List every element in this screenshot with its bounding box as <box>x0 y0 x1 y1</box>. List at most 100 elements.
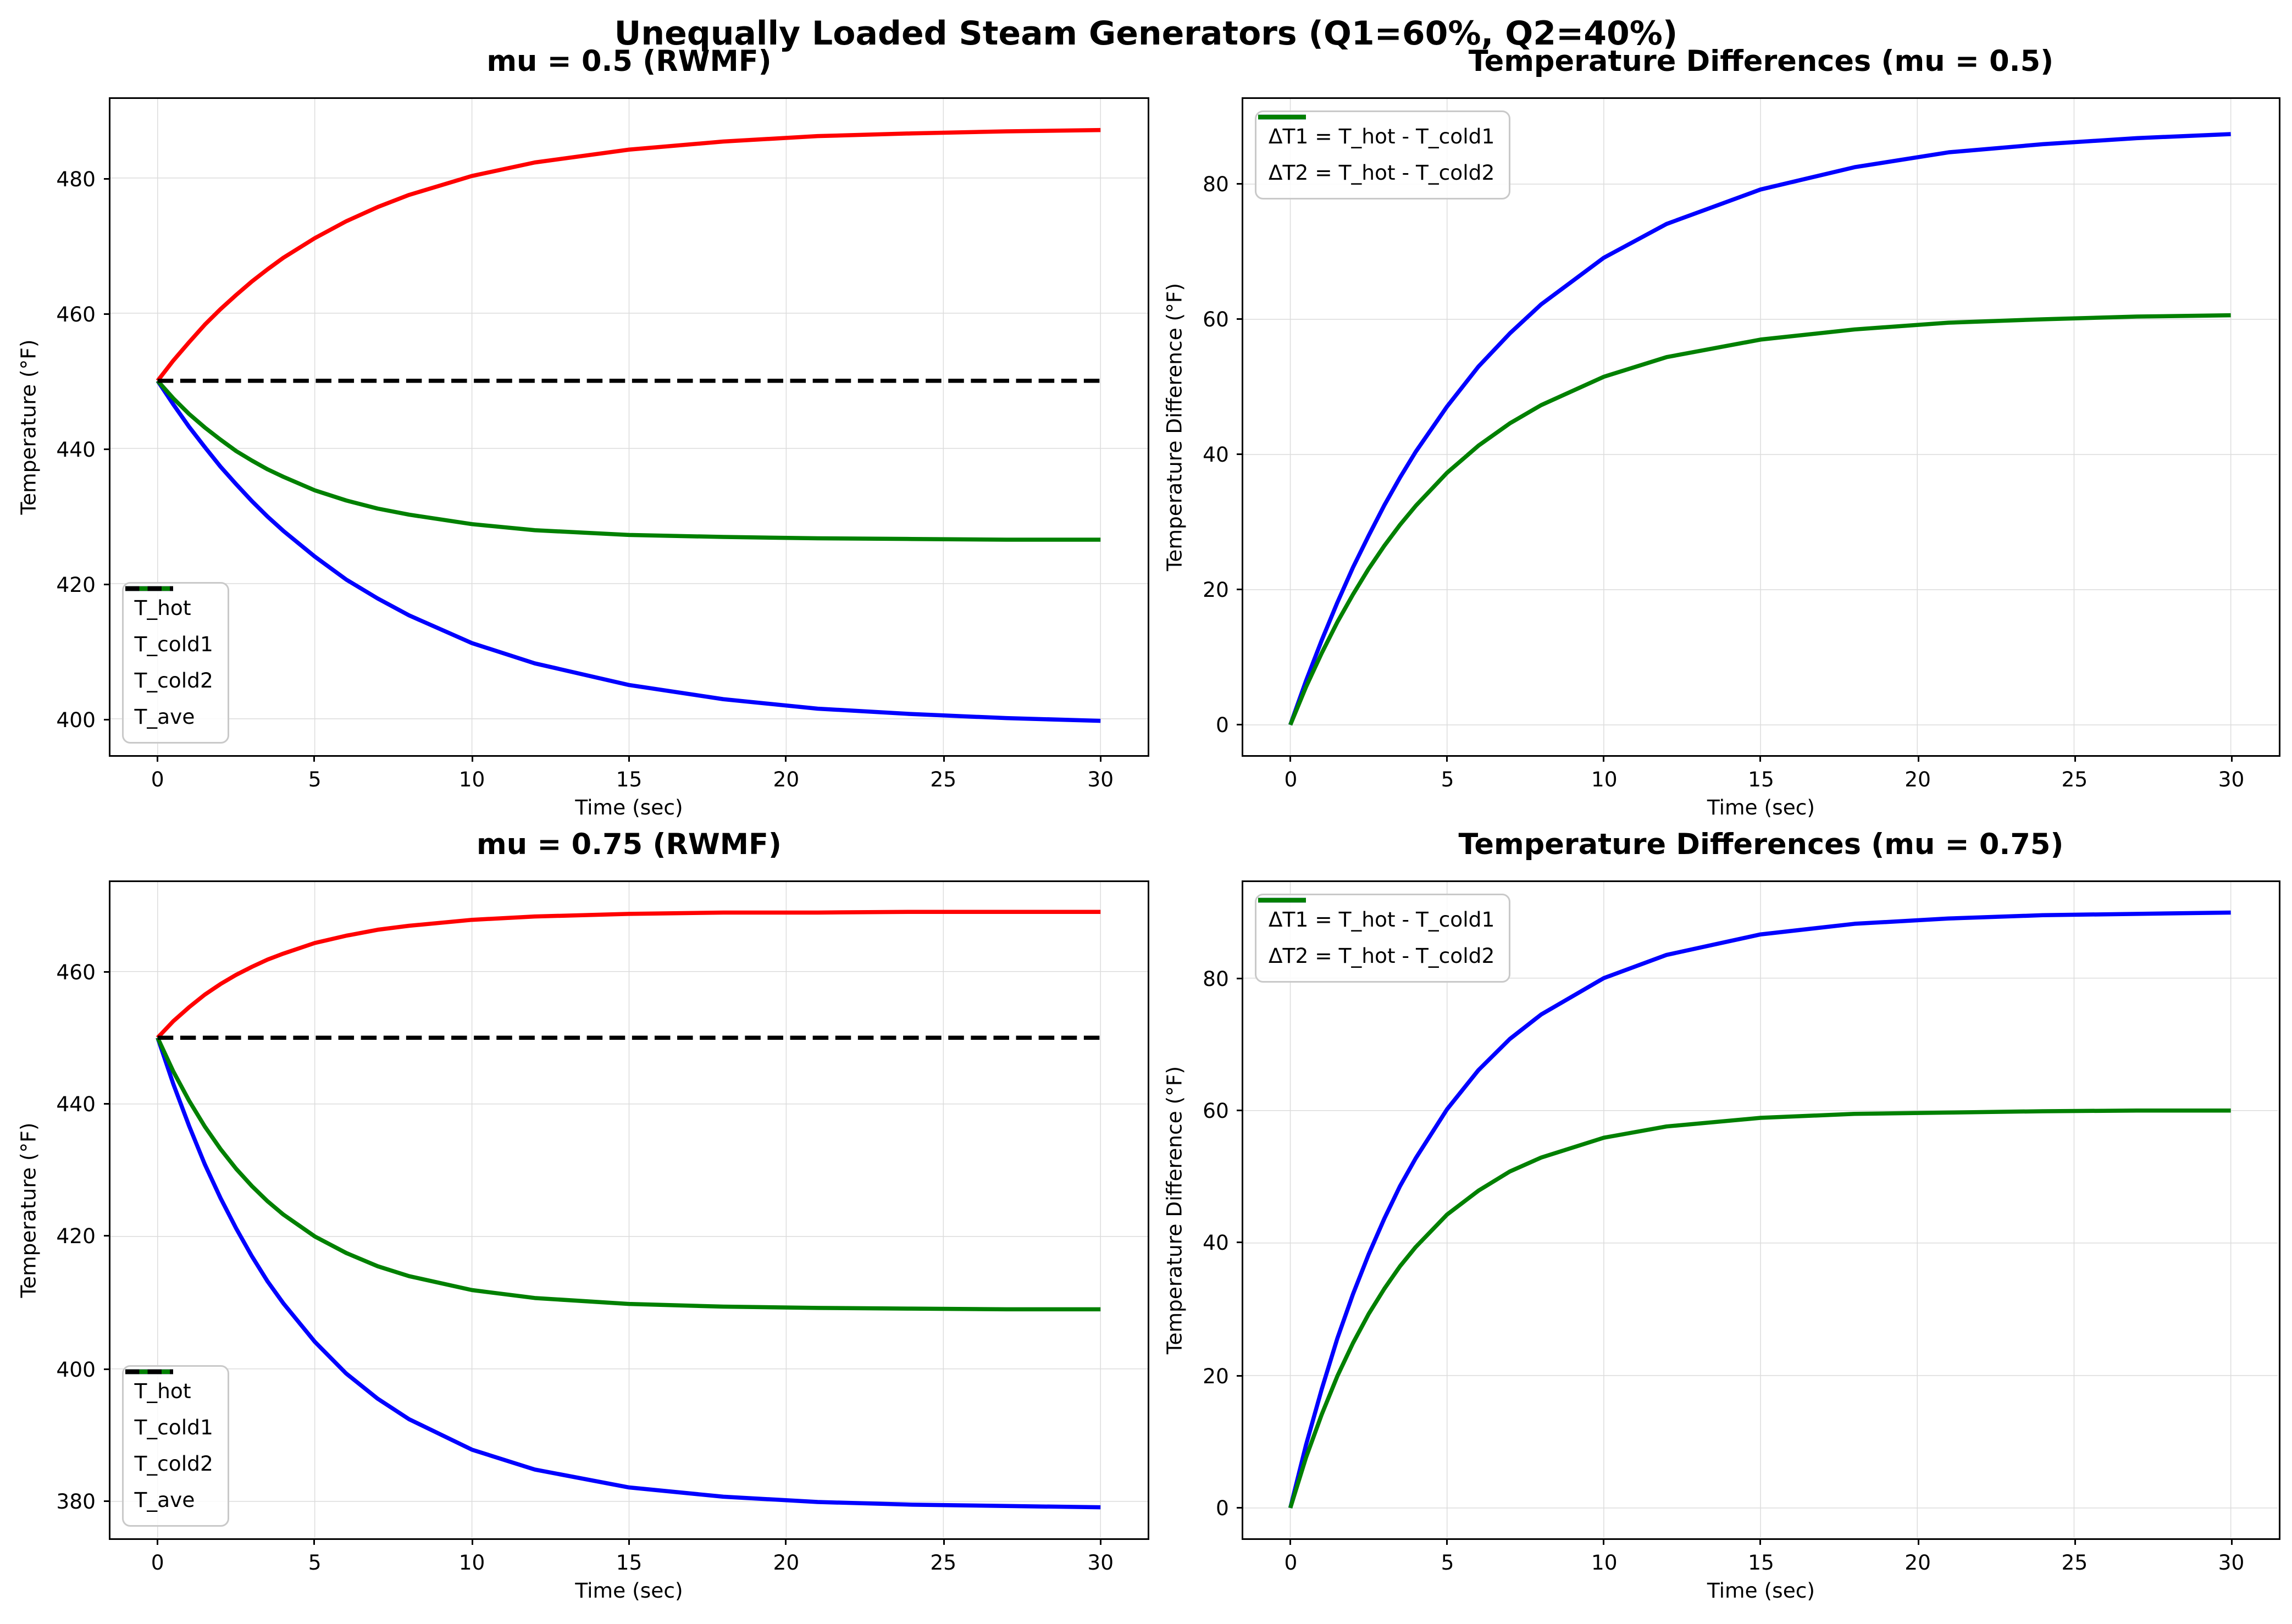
series-line-ΔT2 = T_hot - T_cold2 <box>1288 313 2232 727</box>
x-axis-label: Time (sec) <box>1707 1577 1815 1603</box>
legend-label: T_cold2 <box>134 668 213 694</box>
legend-item: T_cold2 <box>124 586 213 699</box>
plot-area-temps_mu075 <box>110 882 1148 1538</box>
x-tick <box>157 1538 159 1545</box>
y-tick <box>1236 454 1244 456</box>
legend-label: T_ave <box>134 705 195 730</box>
legend-label: T_cold1 <box>134 632 213 657</box>
x-tick-label: 10 <box>458 766 485 791</box>
legend-item: T_ave <box>124 1368 213 1518</box>
legend-item: ΔT2 = T_hot - T_cold2 <box>1258 114 1494 191</box>
legend-line-swatch <box>1258 897 1306 902</box>
x-tick <box>157 755 159 763</box>
y-tick <box>103 178 110 180</box>
y-tick <box>1236 1242 1244 1244</box>
y-tick <box>1236 319 1244 321</box>
legend-label: ΔT2 = T_hot - T_cold2 <box>1268 943 1495 968</box>
series-line-T_cold2 <box>156 1037 1101 1312</box>
legend-item: ΔT1 = T_hot - T_cold1 <box>1258 897 1494 938</box>
x-tick-label: 15 <box>616 766 643 791</box>
legend-item: T_hot <box>124 586 213 627</box>
legend-label: ΔT1 = T_hot - T_cold1 <box>1268 124 1495 149</box>
y-tick <box>103 971 110 973</box>
legend-item: T_hot <box>124 1368 213 1409</box>
y-tick <box>103 1235 110 1238</box>
series-line-T_cold1 <box>156 1037 1101 1510</box>
x-tick <box>1099 1538 1101 1545</box>
y-tick <box>1236 184 1244 186</box>
x-tick <box>785 1538 787 1545</box>
x-tick <box>1289 1538 1292 1545</box>
x-axis-label: Time (sec) <box>575 1577 683 1603</box>
legend-label: T_ave <box>134 1487 195 1512</box>
x-tick-label: 0 <box>151 1549 164 1575</box>
y-tick <box>1236 977 1244 979</box>
subplot-diffs_mu05: 0 5 10 15 20 25 30 0 20 40 60 80 Temperature Differe… <box>1162 47 2280 819</box>
legend-diffs_mu075: ΔT1 = T_hot - T_cold1 ΔT2 = T_hot - T_col… <box>1255 893 1512 982</box>
y-tick-label: 60 <box>1203 1098 1229 1123</box>
y-tick-label: 440 <box>56 436 96 462</box>
x-tick <box>628 755 630 763</box>
legend-label: T_hot <box>134 596 191 621</box>
y-axis-label: Temperature Difference (°F) <box>1162 1066 1187 1354</box>
x-tick-label: 5 <box>1441 766 1454 791</box>
plot-area-diffs_mu05 <box>1243 99 2279 755</box>
legend-temps_mu05: T_hot T_cold1 T_cold2 T_ave <box>121 581 230 744</box>
y-axis-label: Temperature (°F) <box>15 339 41 515</box>
legend-line-swatch <box>124 1368 173 1374</box>
y-tick-label: 60 <box>1203 307 1229 332</box>
x-tick-label: 0 <box>1284 766 1298 791</box>
y-tick-label: 40 <box>1203 442 1229 468</box>
x-tick-label: 25 <box>2061 766 2088 791</box>
y-tick <box>1236 1110 1244 1112</box>
legend-item: T_ave <box>124 586 213 735</box>
y-tick <box>103 718 110 720</box>
legend-line-swatch <box>124 586 173 591</box>
series-line-T_cold2 <box>156 380 1101 542</box>
y-tick <box>1236 589 1244 591</box>
x-tick-label: 25 <box>2061 1549 2088 1575</box>
y-tick-label: 480 <box>56 166 96 191</box>
x-tick <box>1447 1538 1449 1545</box>
x-tick <box>1603 1538 1605 1545</box>
x-tick <box>314 1538 316 1545</box>
x-tick-label: 20 <box>1905 1549 1931 1575</box>
legend-label: T_hot <box>134 1378 191 1404</box>
x-tick <box>2230 755 2233 763</box>
y-tick-label: 380 <box>56 1489 96 1514</box>
x-tick <box>1917 1538 1919 1545</box>
legend-temps_mu075: T_hot T_cold1 T_cold2 T_ave <box>121 1365 230 1527</box>
y-tick-label: 440 <box>56 1091 96 1117</box>
x-tick-label: 15 <box>1748 1549 1774 1575</box>
x-tick <box>785 755 787 763</box>
y-tick-label: 460 <box>56 959 96 984</box>
y-tick <box>1236 1374 1244 1377</box>
x-tick <box>471 755 473 763</box>
x-tick <box>1760 1538 1762 1545</box>
legend-line-swatch <box>1258 114 1306 119</box>
y-tick <box>103 448 110 450</box>
y-tick <box>103 583 110 585</box>
y-tick <box>1236 1507 1244 1509</box>
chart-title-diffs_mu05: Temperature Differences (mu = 0.5) <box>1468 46 2054 80</box>
y-tick-label: 0 <box>1216 713 1229 738</box>
x-tick-label: 30 <box>2218 1549 2245 1575</box>
series-line-ΔT1 = T_hot - T_cold1 <box>1288 910 2232 1509</box>
x-tick-label: 15 <box>616 1549 643 1575</box>
legend-label: T_cold1 <box>134 1415 213 1440</box>
legend-diffs_mu05: ΔT1 = T_hot - T_cold1 ΔT2 = T_hot - T_col… <box>1255 110 1512 199</box>
y-tick-label: 20 <box>1203 578 1229 603</box>
x-tick <box>1603 755 1605 763</box>
y-tick <box>103 313 110 315</box>
x-tick-label: 25 <box>930 766 957 791</box>
y-tick-label: 400 <box>56 707 96 732</box>
y-tick-label: 420 <box>56 572 96 597</box>
x-tick <box>1917 755 1919 763</box>
x-tick-label: 10 <box>1591 766 1618 791</box>
subplot-temps_mu05: 0 5 10 15 20 25 30 400 420 440 460 480 mu = 0.5 (RWM… <box>16 47 1149 819</box>
chart-title-diffs_mu075: Temperature Differences (mu = 0.75) <box>1458 829 2064 862</box>
y-tick-label: 400 <box>56 1356 96 1382</box>
x-tick-label: 10 <box>1591 1549 1618 1575</box>
x-tick-label: 0 <box>151 766 164 791</box>
y-tick <box>103 1500 110 1503</box>
